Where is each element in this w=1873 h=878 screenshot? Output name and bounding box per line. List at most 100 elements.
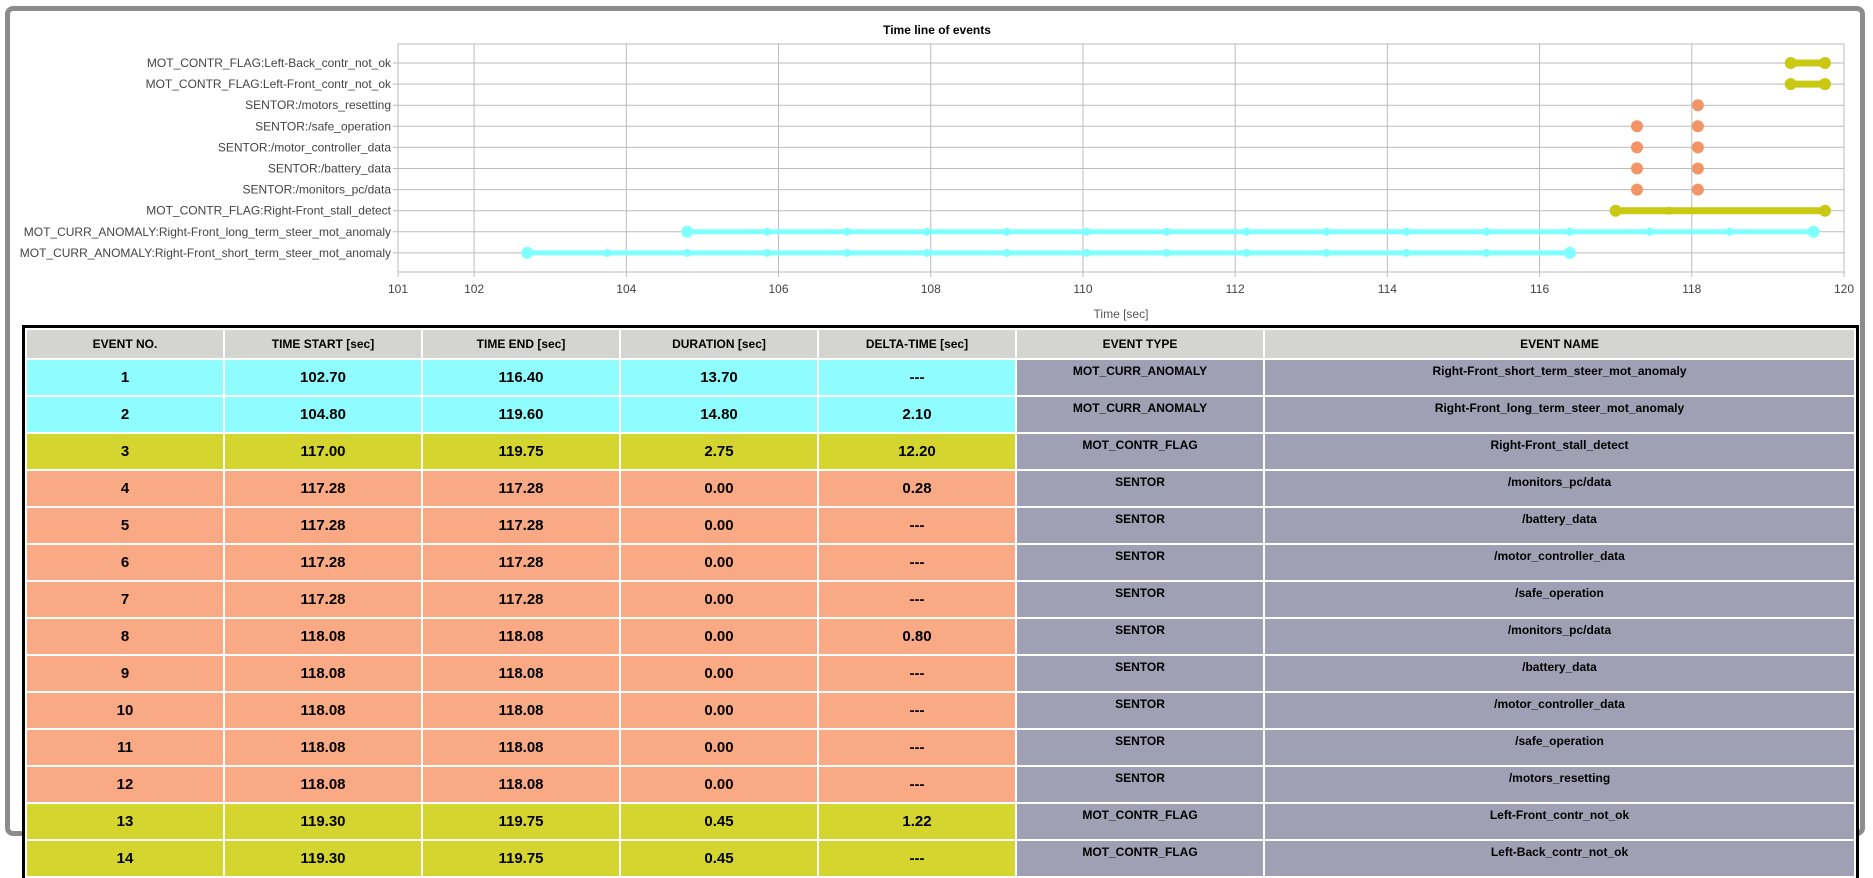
event-sample-point [1242,248,1251,257]
y-tick-label: SENTOR:/battery_data [268,162,391,176]
col-header-event-no: EVENT NO. [25,328,225,360]
cell-duration: 0.00 [619,765,819,804]
cell-event-type: MOT_CONTR_FLAG [1015,432,1265,471]
x-tick-label: 102 [464,282,484,296]
cell-event-name: Left-Back_contr_not_ok [1263,839,1856,878]
cell-event-type: SENTOR [1015,506,1265,545]
x-tick-label: 108 [921,282,941,296]
cell-event-name: /battery_data [1263,506,1856,545]
cell-event-type: MOT_CURR_ANOMALY [1015,395,1265,434]
event-start-point [1630,162,1643,175]
cell-event-type: SENTOR [1015,543,1265,582]
cell-duration: 0.00 [619,506,819,545]
cell-time-end: 117.28 [421,469,621,508]
event-start-point [1691,141,1704,154]
cell-time-end: 119.75 [421,839,621,878]
cell-event-no: 3 [25,432,225,471]
cell-time-start: 118.08 [223,765,423,804]
cell-time-start: 117.28 [223,506,423,545]
event-sample-point [922,227,931,236]
col-header-duration: DURATION [sec] [619,328,819,360]
event-sample-point [1082,248,1091,257]
event-end-point [1818,57,1831,69]
y-tick-label: MOT_CONTR_FLAG:Left-Front_contr_not_ok [146,77,392,91]
cell-event-no: 7 [25,580,225,619]
cell-time-end: 117.28 [421,580,621,619]
table-row: 4 117.28 117.28 0.00 0.28 SENTOR/monitors_pc/… [25,469,1856,508]
chart-grid [393,43,1845,277]
cell-delta-time: --- [817,580,1017,619]
cell-event-no: 12 [25,765,225,804]
cell-duration: 0.00 [619,543,819,582]
event-start-point [1784,78,1797,91]
cell-event-name: /battery_data [1263,654,1856,693]
cell-duration: 13.70 [619,358,819,397]
event-start-point [1784,57,1797,69]
table-row: 3 117.00 119.75 2.75 12.20 MOT_CONTR_FLAG Righ… [25,432,1856,471]
y-tick-label: MOT_CONTR_FLAG:Left-Back_contr_not_ok [147,56,392,70]
event-sample-point [1725,227,1734,236]
cell-time-start: 119.30 [223,839,423,878]
cell-time-end: 118.08 [421,691,621,730]
cell-delta-time: 12.20 [817,432,1017,471]
cell-time-start: 118.08 [223,654,423,693]
cell-delta-time: --- [817,765,1017,804]
cell-event-name: Right-Front_long_term_steer_mot_anomaly [1263,395,1856,434]
cell-delta-time: --- [817,728,1017,767]
table-body: 1 102.70 116.40 13.70 --- MOT_CURR_ANOMALY Rig… [25,358,1856,878]
table-row: 14 119.30 119.75 0.45 --- MOT_CONTR_FLAG Left-… [25,839,1856,878]
event-start-point [1630,141,1643,154]
table-row: 12 118.08 118.08 0.00 --- SENTOR/motors_reset… [25,765,1856,804]
cell-time-end: 118.08 [421,765,621,804]
col-header-delta-time: DELTA-TIME [sec] [817,328,1017,360]
cell-time-end: 119.75 [421,802,621,841]
cell-time-end: 116.40 [421,358,621,397]
cell-duration: 0.00 [619,469,819,508]
event-sample-point [683,248,692,257]
table-row: 8 118.08 118.08 0.00 0.80 SENTOR/monitors_pc/… [25,617,1856,656]
table-row: 1 102.70 116.40 13.70 --- MOT_CURR_ANOMALY Rig… [25,358,1856,397]
event-sample-point [1402,248,1411,257]
cell-event-no: 4 [25,469,225,508]
cell-delta-time: --- [817,358,1017,397]
col-header-event-type: EVENT TYPE [1015,328,1265,360]
table-row: 11 118.08 118.08 0.00 --- SENTOR/safe_operati… [25,728,1856,767]
cell-time-end: 118.08 [421,728,621,767]
event-sample-point [1002,227,1011,236]
cell-time-start: 104.80 [223,395,423,434]
cell-time-start: 118.08 [223,728,423,767]
event-sample-point [1664,206,1673,215]
chart-title: Time line of events [883,23,991,37]
cell-event-no: 6 [25,543,225,582]
cell-duration: 0.00 [619,654,819,693]
event-start-point [1609,204,1622,217]
events-table: EVENT NO. TIME START [sec] TIME END [sec… [22,325,1859,878]
cell-delta-time: 2.10 [817,395,1017,434]
cell-time-start: 102.70 [223,358,423,397]
event-start-point [1691,120,1704,133]
cell-event-type: SENTOR [1015,580,1265,619]
cell-event-type: MOT_CONTR_FLAG [1015,802,1265,841]
cell-duration: 0.00 [619,580,819,619]
event-end-point [1818,204,1831,217]
cell-event-name: /monitors_pc/data [1263,617,1856,656]
event-sample-point [1242,227,1251,236]
cell-event-no: 9 [25,654,225,693]
x-tick-label: 104 [616,282,636,296]
cell-event-name: Right-Front_stall_detect [1263,432,1856,471]
table-row: 10 118.08 118.08 0.00 --- SENTOR/motor_contro… [25,691,1856,730]
cell-duration: 0.45 [619,839,819,878]
cell-delta-time: 0.28 [817,469,1017,508]
event-sample-point [1002,248,1011,257]
cell-event-type: MOT_CURR_ANOMALY [1015,358,1265,397]
cell-event-name: /monitors_pc/data [1263,469,1856,508]
cell-duration: 2.75 [619,432,819,471]
cell-event-type: SENTOR [1015,617,1265,656]
table-header-row: EVENT NO. TIME START [sec] TIME END [sec… [25,328,1856,360]
x-tick-label: 101 [388,282,408,296]
cell-event-no: 8 [25,617,225,656]
cell-event-name: /motor_controller_data [1263,543,1856,582]
cell-time-end: 118.08 [421,654,621,693]
plot-area [397,43,1845,273]
y-tick-label: MOT_CURR_ANOMALY:Right-Front_long_term_s… [24,225,391,239]
